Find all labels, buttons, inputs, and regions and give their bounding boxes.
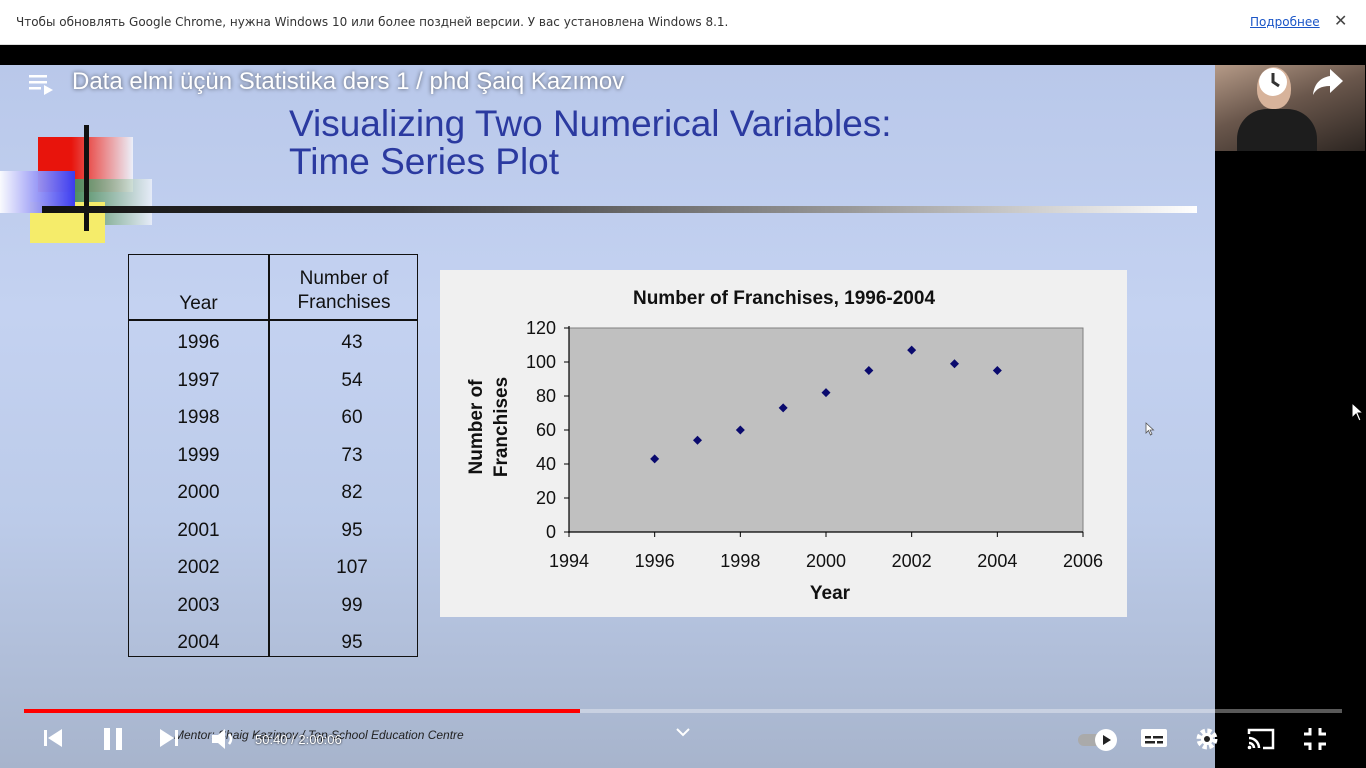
video-player[interactable]: Visualizing Two Numerical Variables: Tim…	[0, 65, 1366, 768]
mouse-cursor-icon	[1351, 402, 1365, 422]
autoplay-toggle-icon[interactable]	[1076, 726, 1120, 752]
watch-later-icon[interactable]	[1256, 65, 1290, 99]
previous-icon[interactable]	[42, 726, 64, 750]
x-tick-label: 2004	[977, 551, 1017, 571]
settings-gear-icon[interactable]	[1194, 726, 1220, 752]
progress-bar[interactable]	[24, 709, 1342, 713]
table-header-count-line2: Franchises	[297, 292, 391, 313]
table-cell-year: 1999	[177, 444, 220, 466]
table-header-count-line1: Number of	[299, 268, 389, 289]
pause-icon[interactable]	[101, 726, 125, 752]
cast-icon[interactable]	[1246, 726, 1276, 752]
x-tick-label: 2000	[806, 551, 846, 571]
x-tick-label: 2002	[892, 551, 932, 571]
scatter-chart: 0 20 40 60 80 100 120 1994 1996 1998 2000 2002 2004 2…	[466, 288, 1103, 604]
data-point	[778, 403, 788, 413]
slide-cursor-icon	[1145, 422, 1155, 436]
table-header-divider	[129, 319, 417, 321]
slide-deco-horizontal-line	[42, 206, 1197, 213]
infobar-close-button[interactable]: ✕	[1334, 13, 1348, 30]
x-tick-label: 1996	[635, 551, 675, 571]
table-cell-value: 107	[336, 557, 368, 578]
y-axis-label-line1: Number of	[466, 379, 487, 475]
data-point	[821, 388, 831, 398]
slide: Visualizing Two Numerical Variables: Tim…	[0, 65, 1215, 768]
table-cell-value: 54	[341, 369, 363, 391]
chart-title: Number of Franchises, 1996-2004	[633, 288, 935, 309]
table-cell-value: 99	[341, 594, 363, 616]
data-point	[992, 366, 1002, 375]
chart-panel: 0 20 40 60 80 100 120 1994 1996 1998 2000 2002 2004 2…	[440, 270, 1127, 617]
table-cell-value: 43	[341, 332, 363, 353]
data-point	[650, 454, 660, 464]
table-header-count: Number of Franchises	[269, 267, 419, 315]
progress-played	[24, 709, 580, 713]
time-display: 50:40 / 2:00:06	[255, 732, 342, 747]
table-cell-year: 2002	[177, 557, 220, 578]
y-tick-label: 120	[526, 318, 556, 338]
share-icon[interactable]	[1311, 67, 1345, 97]
y-tick-label: 0	[546, 522, 556, 542]
table-cell-year: 2000	[177, 482, 220, 503]
table-cell-value: 95	[341, 632, 363, 653]
update-infobar: Чтобы обновлять Google Chrome, нужна Win…	[0, 0, 1366, 45]
table-cell-value: 60	[341, 407, 363, 428]
table-header-year: Year	[179, 293, 218, 314]
y-axis-label-line2: Franchises	[491, 377, 512, 477]
y-tick-label: 60	[536, 420, 556, 440]
x-tick-label: 1998	[720, 551, 760, 571]
data-point	[907, 345, 917, 355]
table-cell-value: 95	[341, 519, 363, 541]
playlist-icon[interactable]	[27, 70, 55, 98]
data-point	[693, 435, 702, 445]
slide-title-line2: Time Series Plot	[289, 141, 560, 182]
x-axis-label: Year	[810, 583, 851, 604]
volume-icon[interactable]	[210, 726, 238, 752]
x-tick-label: 1994	[549, 551, 589, 571]
slide-title: Visualizing Two Numerical Variables: Tim…	[289, 105, 892, 181]
y-tick-label: 20	[536, 488, 556, 508]
presenter-shirt	[1237, 109, 1317, 151]
next-icon[interactable]	[158, 726, 180, 750]
slide-title-line1: Visualizing Two Numerical Variables:	[289, 103, 892, 144]
data-point	[735, 425, 745, 435]
x-tick-label: 2006	[1063, 551, 1103, 571]
learn-more-link[interactable]: Подробнее	[1250, 15, 1320, 29]
table-cell-year: 1996	[177, 332, 220, 353]
exit-fullscreen-icon[interactable]	[1302, 726, 1328, 752]
y-tick-label: 80	[536, 386, 556, 406]
data-point	[864, 366, 874, 375]
chevron-down-icon[interactable]	[675, 726, 691, 738]
table-cell-year: 2003	[177, 594, 220, 616]
video-title[interactable]: Data elmi üçün Statistika dərs 1 / phd Ş…	[72, 68, 625, 95]
data-point	[950, 359, 959, 369]
table-cell-year: 2001	[177, 519, 220, 541]
table-cell-year: 2004	[177, 632, 220, 653]
subtitles-icon[interactable]	[1140, 726, 1168, 750]
y-tick-label: 40	[536, 454, 556, 474]
plot-area	[568, 327, 1084, 533]
table-cell-value: 82	[341, 482, 363, 503]
infobar-message: Чтобы обновлять Google Chrome, нужна Win…	[16, 15, 729, 29]
y-tick-label: 100	[526, 352, 556, 372]
slide-footer: Mentor: Shaig Kazimov / Top School Educa…	[174, 728, 464, 742]
table-column-divider	[268, 255, 270, 656]
franchise-table: Year Number of Franchises 1996 43 1997 54 19…	[128, 254, 418, 657]
table-cell-value: 73	[341, 444, 363, 466]
table-cell-year: 1998	[177, 407, 220, 428]
top-spacer	[0, 45, 1366, 65]
table-cell-year: 1997	[177, 369, 220, 391]
slide-deco-vertical-line	[84, 125, 89, 231]
